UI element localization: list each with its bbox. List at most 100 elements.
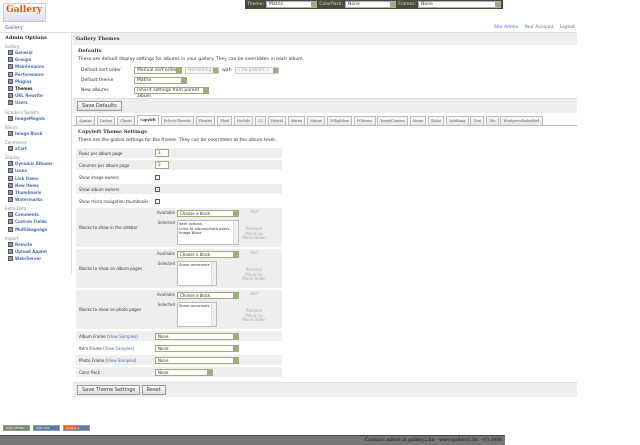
- frame-select[interactable]: None: [155, 344, 239, 352]
- tab-siriux[interactable]: Siriux: [409, 116, 427, 125]
- frames-select[interactable]: None: [418, 1, 501, 8]
- image-owners-checkbox[interactable]: [155, 174, 160, 180]
- css-badge[interactable]: W3C CSS: [33, 425, 60, 431]
- tab-forsale[interactable]: ForSale: [233, 116, 254, 125]
- tab-tile[interactable]: Tile: [485, 116, 499, 125]
- tab-slider[interactable]: Slider: [427, 116, 445, 125]
- tab-splitbang[interactable]: Splitbang: [446, 116, 469, 125]
- sidebar-item-themes[interactable]: Themes: [5, 85, 66, 92]
- tab-ajaxian[interactable]: Ajaxian: [76, 116, 95, 125]
- available-blocks-select[interactable]: Choose a block: [177, 251, 239, 258]
- new-albums-select[interactable]: Inherit settings from parent album: [134, 86, 209, 99]
- sidebar-item-comments[interactable]: Comments: [5, 211, 66, 218]
- tab-pglightbox[interactable]: PGlightbox: [327, 116, 353, 125]
- remove-button[interactable]: Remove: [245, 226, 263, 231]
- tab-fluid[interactable]: Fluid: [217, 116, 233, 125]
- tab-carbon[interactable]: Carbon: [96, 116, 116, 125]
- move-down-button[interactable]: Move Down: [242, 276, 266, 281]
- frame-select[interactable]: None: [155, 356, 239, 364]
- default-theme-select[interactable]: Matrix: [134, 76, 187, 84]
- sidebar-item-web-server[interactable]: Web/Server: [5, 255, 66, 262]
- view-samples-link[interactable]: View Samples: [107, 357, 135, 363]
- sidebar-item-custom-fields[interactable]: Custom Fields: [5, 218, 66, 225]
- your-account-link[interactable]: Your Account: [524, 25, 554, 30]
- tab-tion[interactable]: Tion: [470, 116, 485, 125]
- sort-order-select[interactable]: Manual sort order: [134, 66, 182, 74]
- save-theme-settings-button[interactable]: Save Theme Settings: [77, 385, 141, 395]
- selected-blocks-list[interactable]: Show comments: [177, 261, 217, 286]
- rows-input[interactable]: 3: [155, 149, 169, 157]
- selected-block-item[interactable]: Item actions: [179, 222, 202, 226]
- columns-input[interactable]: 3: [155, 161, 169, 169]
- sidebar-item-imagemagick[interactable]: ImageMagick: [5, 115, 66, 122]
- sidebar-item-remote[interactable]: Remote: [5, 241, 66, 248]
- colorpack-select[interactable]: None: [344, 1, 397, 8]
- available-label: Available: [156, 292, 175, 297]
- gallery-logo[interactable]: Gallery: [3, 3, 46, 22]
- available-blocks-select[interactable]: Choose a block: [177, 210, 239, 217]
- xhtml-badge[interactable]: W3C XHTML 1.0: [3, 425, 30, 434]
- logout-link[interactable]: Logout: [559, 25, 575, 30]
- tab-nature[interactable]: Nature: [307, 116, 326, 125]
- tab-pgtheme[interactable]: PGtheme: [353, 116, 376, 125]
- sidebar-item-zcart[interactable]: zCart: [5, 145, 66, 152]
- frame-label: Album Frame: [79, 333, 106, 339]
- tab-g1[interactable]: G1: [254, 116, 267, 125]
- tab-roundcorners[interactable]: RoundCorners: [377, 116, 409, 125]
- move-up-button[interactable]: Move Up: [245, 271, 263, 277]
- album-owners-checkbox[interactable]: ✓: [155, 186, 160, 192]
- sidebar-item-multilanguage[interactable]: Multilanguage: [5, 226, 66, 233]
- gallery-badge[interactable]: Gallery 2: [63, 425, 90, 431]
- move-up-button[interactable]: Move Up: [245, 312, 263, 318]
- selected-block-item[interactable]: Links to album/photo peers: [179, 226, 230, 231]
- sidebar-item-link-items[interactable]: Link Items: [5, 174, 66, 181]
- available-blocks-select[interactable]: Choose a block: [177, 292, 239, 299]
- tab-matrix[interactable]: Matrix: [287, 116, 306, 125]
- sidebar-item-dynamic-albums[interactable]: Dynamic Albums: [5, 160, 66, 167]
- reset-button[interactable]: Reset: [141, 385, 166, 395]
- sort-direction-select[interactable]: Ascending: [185, 66, 219, 74]
- tab-hybrid[interactable]: Hybrid: [267, 116, 287, 125]
- site-admin-link[interactable]: Site Admin: [493, 25, 519, 30]
- view-samples-link[interactable]: View Samples: [104, 345, 133, 351]
- add-button[interactable]: Add: [250, 250, 258, 255]
- selected-blocks-list[interactable]: Item actions Links to album/photo peers Im…: [177, 220, 239, 245]
- sidebar-item-maintenance[interactable]: Maintenance: [5, 63, 66, 70]
- color-pack-select[interactable]: None: [155, 368, 213, 376]
- tab-wordpressembedded[interactable]: WordpressEmbedded: [500, 116, 543, 125]
- move-down-button[interactable]: Move Down: [242, 235, 266, 240]
- add-button[interactable]: Add: [250, 291, 258, 296]
- sidebar-item-plugins[interactable]: Plugins: [5, 78, 66, 85]
- tab-eclecticthreads[interactable]: EclecticThreads: [160, 116, 195, 125]
- move-down-button[interactable]: Move Down: [242, 317, 266, 322]
- save-defaults-button[interactable]: Save Defaults: [77, 101, 122, 111]
- tab-classic[interactable]: Classic: [117, 116, 136, 125]
- sidebar-item-general[interactable]: General: [5, 49, 66, 56]
- micro-nav-checkbox[interactable]: [155, 198, 160, 204]
- breadcrumb-gallery[interactable]: Gallery: [5, 25, 23, 31]
- sidebar-item-new-items[interactable]: New Items: [5, 182, 66, 189]
- sidebar-item-upload-applet[interactable]: Upload Applet: [5, 248, 66, 255]
- remove-button[interactable]: Remove: [245, 267, 263, 272]
- sidebar-item-thumbnails[interactable]: Thumbnails: [5, 189, 66, 196]
- sidebar-item-image-block[interactable]: Image Block: [5, 130, 66, 137]
- sidebar-item-groups[interactable]: Groups: [5, 56, 66, 63]
- selected-block-item[interactable]: Image Block: [179, 231, 202, 235]
- sidebar-item-icons[interactable]: Icons: [5, 167, 66, 174]
- selected-blocks-list[interactable]: Show comments: [177, 302, 217, 327]
- presort-select[interactable]: « no presort »: [234, 66, 279, 74]
- move-up-button[interactable]: Move Up: [245, 230, 263, 236]
- sidebar-item-watermarks[interactable]: Watermarks: [5, 196, 66, 203]
- theme-select[interactable]: Matrix: [266, 1, 318, 8]
- selected-block-item[interactable]: Show comments: [179, 304, 210, 308]
- tab-copyleft[interactable]: Copyleft: [137, 115, 159, 125]
- frame-select[interactable]: None: [155, 332, 239, 340]
- sidebar-item-performance[interactable]: Performance: [5, 71, 66, 78]
- view-samples-link[interactable]: View Samples: [108, 333, 137, 339]
- selected-block-item[interactable]: Show comments: [179, 263, 210, 267]
- sidebar-item-url-rewrite[interactable]: URL Rewrite: [5, 92, 66, 99]
- add-button[interactable]: Add: [250, 209, 258, 214]
- tab-floatrix[interactable]: Floatrix: [195, 116, 216, 125]
- sidebar-item-users[interactable]: Users: [5, 99, 66, 106]
- remove-button[interactable]: Remove: [245, 308, 263, 313]
